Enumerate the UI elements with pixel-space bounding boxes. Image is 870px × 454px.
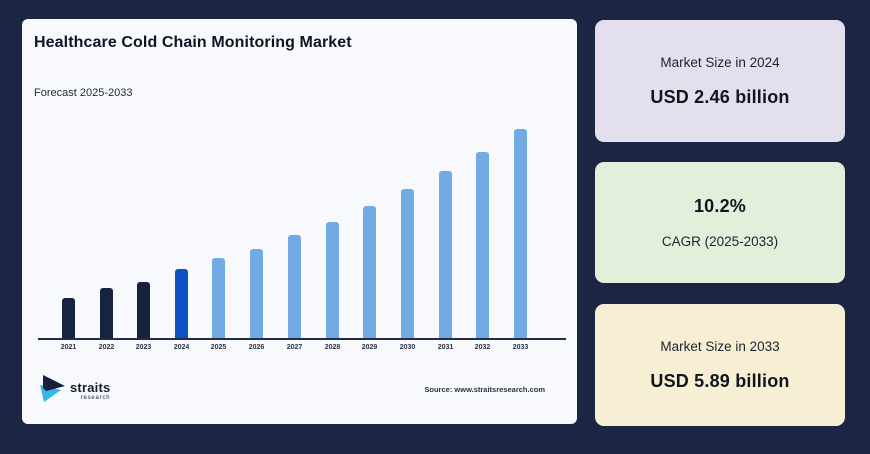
x-tick-label-2026: 2026	[248, 344, 265, 351]
x-tick-label-2025: 2025	[210, 344, 227, 351]
bar-2021	[62, 298, 75, 338]
card-market-size-2033: Market Size in 2033 USD 5.89 billion	[595, 304, 845, 426]
logo-subname: research	[80, 395, 111, 401]
bar-2026	[250, 249, 263, 338]
card-cagr: 10.2% CAGR (2025-2033)	[595, 162, 845, 283]
bar-2023	[137, 282, 150, 338]
logo-name: straits	[70, 380, 111, 395]
x-axis-line	[38, 338, 566, 340]
x-tick-label-2031: 2031	[437, 344, 454, 351]
x-tick-label-2024: 2024	[173, 344, 190, 351]
card-label: CAGR (2025-2033)	[661, 234, 779, 249]
source-text: Source: www.straitsresearch.com	[424, 385, 545, 394]
x-tick-label-2030: 2030	[399, 344, 416, 351]
card-label: Market Size in 2024	[660, 54, 780, 70]
x-tick-label-2029: 2029	[361, 344, 378, 351]
bar-chart: 2021 2022 2023 2024 2025 2026 2027 2028 2029 2030…	[22, 19, 577, 424]
bar-2024	[175, 269, 188, 338]
x-tick-label-2028: 2028	[324, 344, 341, 351]
bar-2033	[514, 129, 527, 338]
bar-2022	[100, 288, 113, 338]
card-value: USD 5.89 billion	[650, 370, 790, 391]
chart-subtitle: Forecast 2025-2033	[34, 87, 133, 99]
x-tick-label-2027: 2027	[286, 344, 303, 351]
chart-panel: Healthcare Cold Chain Monitoring Market …	[22, 19, 577, 424]
x-tick-label-2032: 2032	[474, 344, 491, 351]
stat-cards: Market Size in 2024 USD 2.46 billion 10.2…	[595, 0, 845, 454]
x-tick-label-2021: 2021	[60, 344, 77, 351]
card-label: Market Size in 2033	[660, 338, 780, 354]
bar-2027	[288, 235, 301, 338]
x-tick-label-2023: 2023	[135, 344, 152, 351]
straits-logo-icon	[39, 374, 67, 408]
card-market-size-2024: Market Size in 2024 USD 2.46 billion	[595, 20, 845, 142]
x-tick-label-2022: 2022	[98, 344, 115, 351]
x-tick-label-2033: 2033	[512, 344, 529, 351]
straits-research-logo: straits research	[39, 374, 110, 408]
card-value: 10.2%	[693, 196, 747, 216]
bar-2029	[363, 206, 376, 338]
bar-2031	[439, 171, 452, 338]
bar-2030	[401, 189, 414, 338]
chart-title: Healthcare Cold Chain Monitoring Market	[34, 34, 352, 51]
bar-2025	[212, 258, 225, 338]
bar-2028	[326, 222, 339, 338]
card-value: USD 2.46 billion	[650, 86, 790, 107]
bar-2032	[476, 152, 489, 338]
